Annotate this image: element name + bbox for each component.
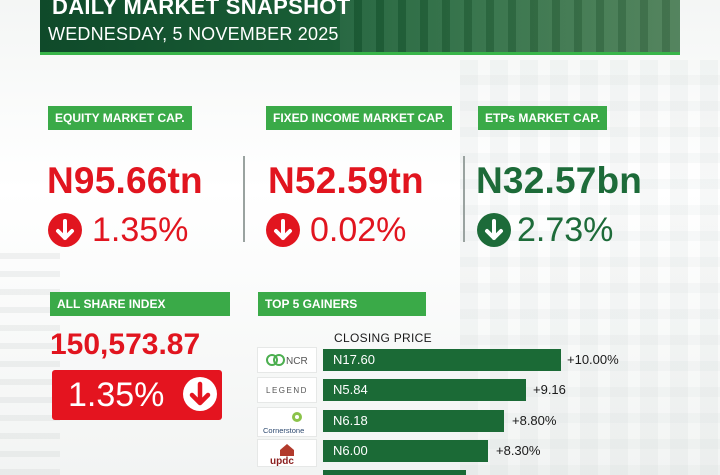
etps-market-cap-value: N32.57bn: [476, 160, 643, 201]
equity-market-cap-label: EQUITY MARKET CAP.: [48, 106, 192, 130]
gainer-bar-partial: [323, 470, 466, 475]
equity-change: 1.35%: [92, 211, 189, 249]
gainer-change: +10.00%: [567, 352, 619, 367]
gainer-bar: N6.00: [323, 440, 488, 462]
divider: [463, 156, 465, 242]
gainer-change: +8.80%: [512, 413, 557, 428]
arrow-down-circle-icon: [477, 213, 511, 247]
arrow-down-circle-icon: [266, 213, 300, 247]
gainer-change: +9.16: [533, 382, 566, 397]
legend-logo: LEGEND: [258, 378, 316, 402]
fixed-income-market-cap-label: FIXED INCOME MARKET CAP.: [266, 106, 452, 130]
all-share-index-change-box: 1.35%: [52, 370, 222, 420]
fixed-income-change: 0.02%: [310, 211, 407, 249]
page-title: DAILY MARKET SNAPSHOT: [52, 0, 351, 19]
svg-text:LEGEND: LEGEND: [266, 386, 308, 395]
svg-text:Cornerstone: Cornerstone: [263, 426, 304, 435]
all-share-index-value: 150,573.87: [50, 328, 201, 361]
report-date: WEDNESDAY, 5 NOVEMBER 2025: [48, 24, 339, 44]
etps-change: 2.73%: [517, 211, 614, 249]
fixed-income-market-cap-value: N52.59tn: [268, 160, 424, 201]
gainer-bar: N5.84: [323, 379, 526, 401]
arrow-down-circle-icon: [182, 376, 218, 412]
gainer-bar: N17.60: [323, 349, 561, 371]
header-decoration: [340, 0, 680, 52]
all-share-index-label: ALL SHARE INDEX: [50, 292, 230, 316]
top-gainers-label: TOP 5 GAINERS: [258, 292, 426, 316]
cornerstone-logo: Cornerstone: [258, 408, 316, 436]
gainer-change: +8.30%: [496, 443, 541, 458]
divider: [243, 156, 245, 242]
closing-price-header: CLOSING PRICE: [334, 331, 432, 345]
gainer-bar: N6.18: [323, 410, 504, 432]
updc-logo: updc: [258, 440, 316, 467]
ncr-logo: NCR: [258, 348, 316, 372]
arrow-down-circle-icon: [48, 213, 82, 247]
etps-market-cap-label: ETPs MARKET CAP.: [478, 106, 608, 130]
all-share-index-change: 1.35%: [68, 376, 165, 414]
svg-text:NCR: NCR: [286, 356, 308, 367]
equity-market-cap-value: N95.66tn: [47, 160, 203, 201]
svg-text:updc: updc: [270, 456, 294, 466]
header-banner: DAILY MARKET SNAPSHOT WEDNESDAY, 5 NOVEM…: [40, 0, 680, 55]
background-building-left: [0, 250, 60, 475]
